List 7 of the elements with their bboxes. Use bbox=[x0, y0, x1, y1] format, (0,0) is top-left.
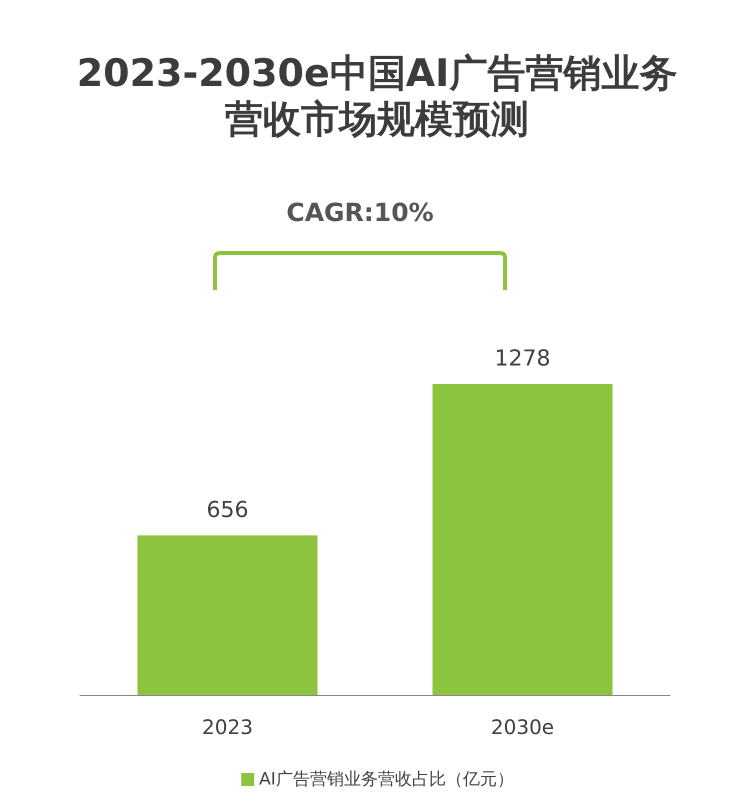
text: CAGR:10% bbox=[285, 198, 435, 227]
data-label: 656 bbox=[206, 498, 248, 523]
x-tick-label: 2023 bbox=[202, 715, 253, 739]
x-tick-label: 2030e bbox=[490, 715, 554, 739]
chart-title: 2023-2030e中国AI广告营销业务营收市场规模预测 bbox=[76, 50, 678, 142]
legend-label: AI广告营销业务营收占比（亿元） bbox=[259, 770, 514, 790]
data-label: 1278 bbox=[494, 346, 550, 372]
